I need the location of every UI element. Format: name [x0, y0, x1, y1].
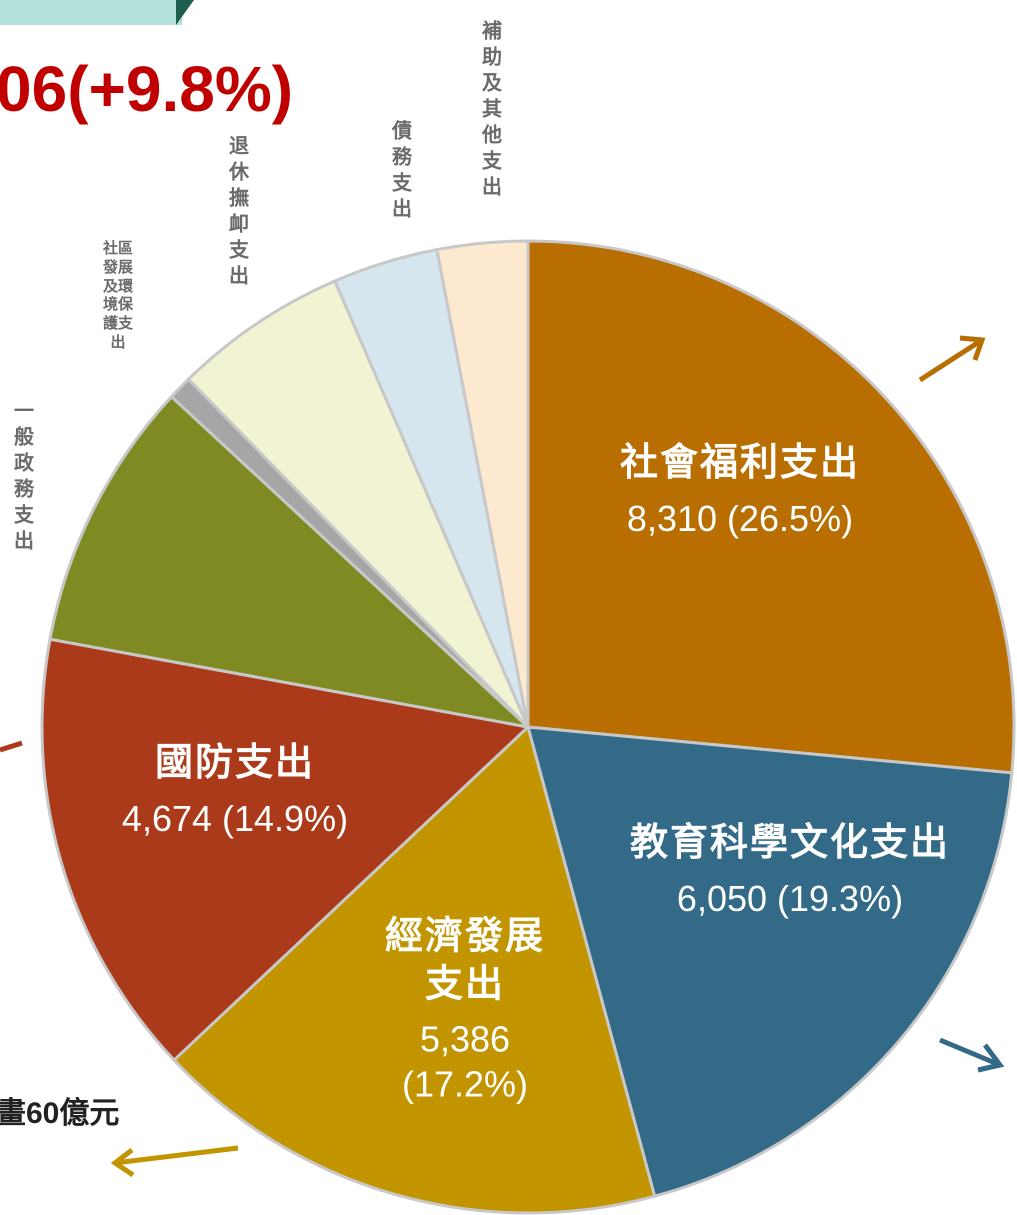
arrow-head — [959, 335, 986, 361]
slice — [48, 394, 533, 730]
category-label: 社區發展及環境保護支出 — [102, 240, 133, 351]
category-label: 社會福利支出 — [619, 441, 860, 484]
slice-label: 經濟發展支出 5,386 (17.2%) — [370, 914, 560, 1107]
slice-label: 國防支出 4,674 (14.9%) — [70, 740, 400, 841]
category-label: 退休撫卹支出 — [225, 135, 248, 291]
slice-label: 教育科學文化支出 6,050 (19.3%) — [620, 820, 960, 921]
arrow — [939, 1037, 1001, 1068]
value-label: 5,386 (17.2%) — [401, 1018, 529, 1105]
slices — [40, 239, 1016, 1215]
arrow — [918, 337, 984, 383]
header-box — [0, 0, 182, 25]
value-label: 8,310 (26.5%) — [626, 497, 854, 539]
category-label: 教育科學文化支出 — [629, 821, 950, 864]
arrow — [0, 740, 23, 753]
arrow — [114, 1145, 239, 1166]
title: 06(+9.8%) — [0, 53, 294, 125]
header-corner — [176, 0, 194, 25]
arrow-head — [977, 1043, 1005, 1073]
arrows — [0, 335, 1005, 1178]
slice — [171, 724, 657, 1215]
arrow-head — [110, 1148, 135, 1178]
value-label: 6,050 (19.3%) — [676, 877, 904, 919]
category-label: 補助及其他支出 — [478, 20, 501, 202]
annotation: 畫60億元 — [0, 1097, 120, 1130]
slice — [526, 239, 1016, 775]
slice — [40, 637, 532, 1063]
value-label: 4,674 (14.9%) — [121, 797, 349, 839]
category-label: 國防支出 — [154, 741, 315, 784]
category-label: 一般政務支出 — [10, 400, 33, 556]
slice-label: 社會福利支出 8,310 (26.5%) — [530, 440, 950, 541]
category-label: 債務支出 — [388, 120, 411, 224]
slice — [525, 725, 1014, 1199]
slice — [435, 239, 530, 728]
slice — [186, 279, 530, 729]
category-label: 經濟發展支出 — [384, 915, 545, 1006]
